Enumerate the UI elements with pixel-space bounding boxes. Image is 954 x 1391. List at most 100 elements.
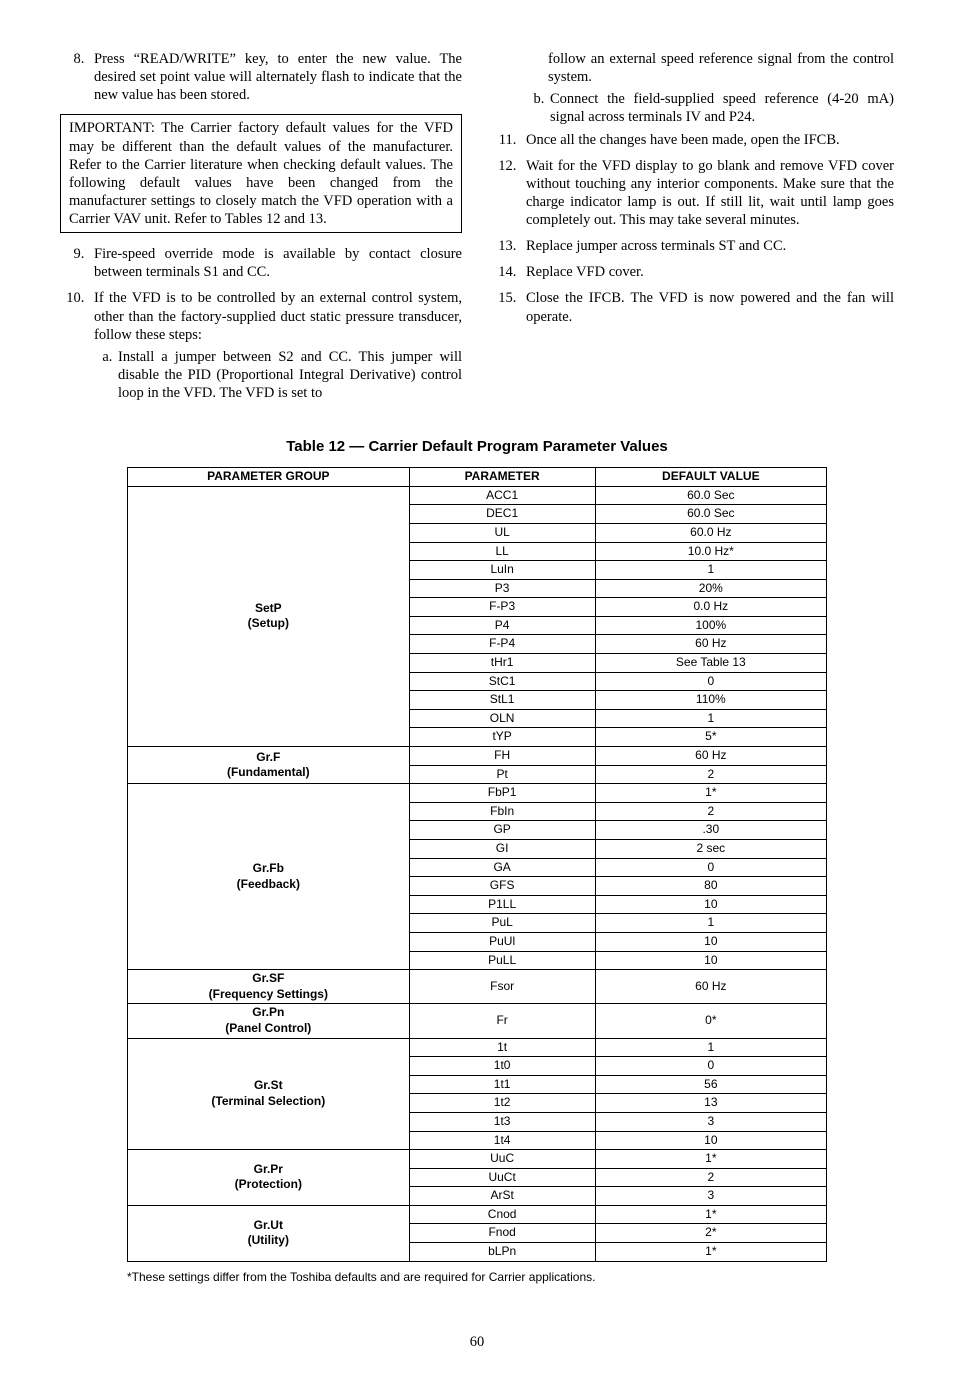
value-cell: 110% [595,691,826,710]
group-cell: Gr.Ut(Utility) [128,1205,410,1261]
value-cell: 0 [595,858,826,877]
value-cell: 60.0 Hz [595,523,826,542]
param-cell: 1t2 [409,1094,595,1113]
param-cell: tHr1 [409,654,595,673]
table-row: Gr.F(Fundamental)FH60 Hz [128,747,827,766]
value-cell: 10 [595,951,826,970]
left-column: Press “READ/WRITE” key, to enter the new… [60,50,462,410]
col-header-group: PARAMETER GROUP [128,468,410,487]
step-8: Press “READ/WRITE” key, to enter the new… [88,50,462,104]
value-cell: 1 [595,1038,826,1057]
step-10: If the VFD is to be controlled by an ext… [88,289,462,402]
param-cell: FbIn [409,802,595,821]
param-cell: bLPn [409,1243,595,1262]
important-note: IMPORTANT: The Carrier factory default v… [60,114,462,233]
value-cell: .30 [595,821,826,840]
value-cell: 1* [595,1243,826,1262]
page-number: 60 [60,1334,894,1351]
group-cell: Gr.Fb(Feedback) [128,784,410,970]
value-cell: 0 [595,672,826,691]
value-cell: 80 [595,877,826,896]
table-row: SetP(Setup)ACC160.0 Sec [128,486,827,505]
param-cell: StC1 [409,672,595,691]
value-cell: 10 [595,1131,826,1150]
step-10-text: If the VFD is to be controlled by an ext… [94,290,462,342]
param-cell: 1t3 [409,1112,595,1131]
value-cell: 60 Hz [595,635,826,654]
table-row: Gr.SF(Frequency Settings)Fsor60 Hz [128,970,827,1004]
param-cell: 1t [409,1038,595,1057]
value-cell: 2* [595,1224,826,1243]
param-cell: Fsor [409,970,595,1004]
value-cell: 60 Hz [595,970,826,1004]
value-cell: 0 [595,1057,826,1076]
param-cell: PuUl [409,932,595,951]
col-header-parameter: PARAMETER [409,468,595,487]
param-cell: F-P4 [409,635,595,654]
param-cell: 1t0 [409,1057,595,1076]
param-cell: Pt [409,765,595,784]
group-cell: Gr.SF(Frequency Settings) [128,970,410,1004]
value-cell: 1* [595,784,826,803]
step-13: Replace jumper across terminals ST and C… [520,237,894,255]
col-header-default: DEFAULT VALUE [595,468,826,487]
value-cell: 56 [595,1075,826,1094]
table-header-row: PARAMETER GROUP PARAMETER DEFAULT VALUE [128,468,827,487]
value-cell: 10.0 Hz* [595,542,826,561]
param-cell: ACC1 [409,486,595,505]
param-cell: FbP1 [409,784,595,803]
table-footnote: *These settings differ from the Toshiba … [127,1270,827,1284]
group-cell: SetP(Setup) [128,486,410,746]
value-cell: 10 [595,895,826,914]
step-12: Wait for the VFD display to go blank and… [520,157,894,230]
step-14: Replace VFD cover. [520,263,894,281]
param-cell: Fnod [409,1224,595,1243]
step-15: Close the IFCB. The VFD is now powered a… [520,289,894,325]
table-row: Gr.Fb(Feedback)FbP11* [128,784,827,803]
param-cell: DEC1 [409,505,595,524]
step-10a: Install a jumper between S2 and CC. This… [116,348,462,402]
group-cell: Gr.St(Terminal Selection) [128,1038,410,1150]
param-cell: UuCt [409,1168,595,1187]
step-10b: Connect the field-supplied speed referen… [548,90,894,126]
param-cell: Fr [409,1004,595,1038]
value-cell: 20% [595,579,826,598]
param-cell: FH [409,747,595,766]
param-cell: P1LL [409,895,595,914]
param-cell: OLN [409,709,595,728]
value-cell: 2 [595,1168,826,1187]
value-cell: 0* [595,1004,826,1038]
param-cell: F-P3 [409,598,595,617]
value-cell: 2 sec [595,840,826,859]
table-row: Gr.Pn(Panel Control)Fr0* [128,1004,827,1038]
param-cell: tYP [409,728,595,747]
table-title: Table 12 — Carrier Default Program Param… [60,438,894,455]
value-cell: 5* [595,728,826,747]
group-cell: Gr.Pr(Protection) [128,1150,410,1206]
value-cell: 1 [595,914,826,933]
param-cell: StL1 [409,691,595,710]
param-cell: P3 [409,579,595,598]
value-cell: 1 [595,709,826,728]
value-cell: 3 [595,1112,826,1131]
value-cell: 60.0 Sec [595,486,826,505]
param-cell: LL [409,542,595,561]
value-cell: 1* [595,1150,826,1169]
param-cell: PuLL [409,951,595,970]
value-cell: 0.0 Hz [595,598,826,617]
value-cell: 100% [595,616,826,635]
value-cell: 2 [595,802,826,821]
table-row: Gr.Pr(Protection)UuC1* [128,1150,827,1169]
value-cell: 2 [595,765,826,784]
value-cell: 13 [595,1094,826,1113]
step-10a-cont: follow an external speed reference signa… [492,50,894,86]
param-cell: 1t4 [409,1131,595,1150]
param-cell: P4 [409,616,595,635]
value-cell: See Table 13 [595,654,826,673]
param-cell: PuL [409,914,595,933]
group-cell: Gr.Pn(Panel Control) [128,1004,410,1038]
value-cell: 1* [595,1205,826,1224]
param-cell: Cnod [409,1205,595,1224]
param-cell: GI [409,840,595,859]
table-row: Gr.St(Terminal Selection)1t1 [128,1038,827,1057]
